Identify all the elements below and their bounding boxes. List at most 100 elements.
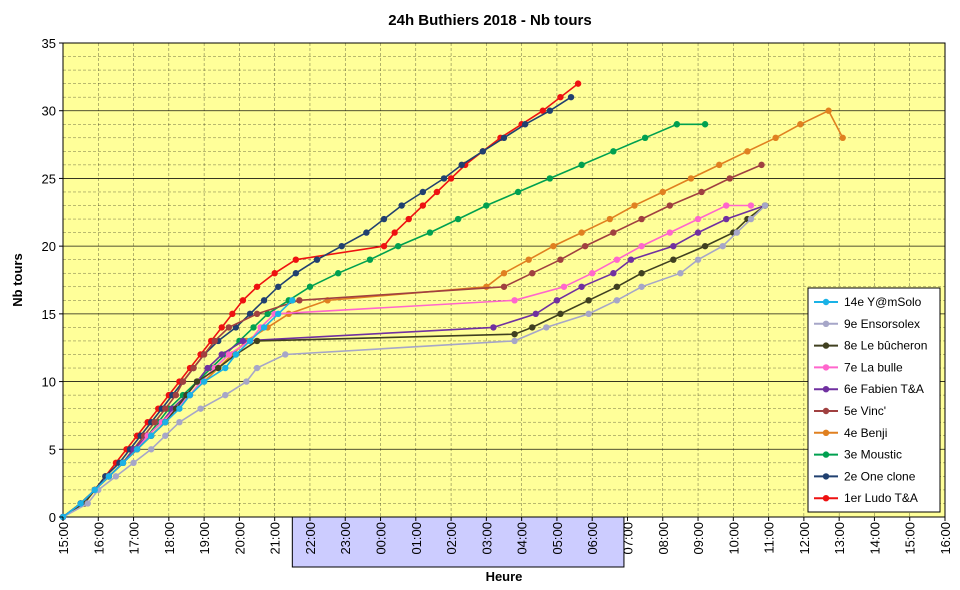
data-point — [275, 310, 282, 318]
data-point — [260, 297, 268, 304]
data-point — [716, 161, 723, 169]
data-point — [91, 486, 98, 494]
night-band — [291, 516, 625, 568]
data-point — [578, 229, 585, 236]
legend-label: 3e Moustic — [844, 448, 902, 462]
x-tick-label: 00:00 — [374, 522, 389, 555]
data-point — [447, 175, 455, 182]
data-point — [673, 121, 681, 128]
data-point — [567, 93, 575, 101]
data-point — [239, 337, 247, 345]
data-point — [539, 107, 547, 114]
data-point — [253, 283, 261, 290]
legend-marker — [822, 342, 830, 349]
data-point — [723, 215, 730, 223]
data-point — [229, 310, 236, 318]
data-point — [500, 283, 508, 290]
data-point — [761, 202, 769, 209]
data-point — [638, 270, 645, 277]
y-tick-label: 30 — [42, 104, 56, 119]
x-tick-label: 02:00 — [444, 522, 459, 555]
data-point — [606, 215, 614, 223]
data-point — [296, 297, 303, 304]
legend-label: 2e One clone — [844, 469, 916, 483]
data-point — [112, 473, 120, 480]
data-point — [200, 351, 208, 358]
data-point — [394, 242, 402, 250]
data-point — [490, 324, 497, 331]
data-point — [557, 310, 564, 318]
legend-marker — [822, 451, 830, 458]
data-point — [557, 93, 564, 101]
data-point — [521, 121, 529, 128]
data-point — [419, 202, 427, 209]
x-tick-label: 18:00 — [162, 522, 177, 555]
data-point — [613, 297, 621, 304]
x-tick-label: 03:00 — [479, 522, 494, 555]
x-tick-label: 12:00 — [797, 522, 812, 555]
legend-label: 14e Y@mSolo — [844, 295, 922, 309]
data-point — [500, 270, 508, 277]
plot-area — [62, 42, 946, 518]
data-point — [546, 107, 554, 114]
legend-label: 5e Vinc' — [844, 404, 886, 418]
data-point — [687, 175, 695, 182]
y-tick-label: 10 — [42, 375, 56, 390]
data-point — [289, 297, 296, 304]
data-point — [148, 432, 155, 439]
data-point — [380, 242, 388, 250]
data-point — [532, 310, 539, 318]
data-point — [440, 175, 448, 182]
legend-marker — [822, 473, 830, 480]
y-tick-label: 15 — [42, 307, 56, 322]
x-tick-label: 17:00 — [127, 522, 142, 555]
data-point — [200, 378, 208, 385]
x-tick-label: 08:00 — [656, 522, 671, 555]
data-point — [148, 446, 155, 453]
legend-marker — [822, 320, 830, 327]
data-point — [391, 229, 398, 236]
data-point — [380, 215, 388, 223]
data-point — [694, 215, 702, 223]
data-point — [405, 215, 412, 223]
data-point — [218, 351, 225, 358]
data-point — [193, 378, 201, 385]
data-point — [260, 324, 268, 331]
y-tick-label: 0 — [49, 510, 56, 525]
data-point — [215, 364, 222, 372]
data-point — [677, 270, 684, 277]
data-point — [638, 283, 645, 290]
data-point — [560, 283, 568, 290]
x-tick-label: 04:00 — [515, 522, 530, 555]
data-point — [133, 446, 141, 453]
data-point — [253, 364, 261, 372]
data-point — [186, 391, 194, 399]
series-group — [59, 80, 846, 521]
data-point — [162, 432, 169, 439]
data-point — [271, 270, 278, 277]
x-tick-label: 13:00 — [832, 522, 847, 555]
data-point — [701, 242, 709, 250]
legend-label: 4e Benji — [844, 426, 887, 440]
data-point — [839, 134, 846, 141]
data-point — [176, 419, 183, 426]
data-point — [77, 500, 84, 507]
chart-title: 24h Buthiers 2018 - Nb tours — [388, 12, 591, 29]
data-point — [338, 242, 345, 250]
data-point — [211, 337, 218, 345]
legend-label: 7e La bulle — [844, 360, 903, 374]
data-point — [243, 378, 250, 385]
data-point — [758, 161, 765, 169]
data-point — [419, 188, 427, 196]
data-point — [825, 107, 832, 114]
x-tick-label: 22:00 — [303, 522, 318, 555]
data-point — [726, 175, 733, 182]
x-axis-label: Heure — [486, 569, 523, 584]
x-tick-label: 06:00 — [585, 522, 600, 555]
data-point — [179, 378, 187, 385]
data-point — [610, 148, 617, 155]
grid — [63, 43, 945, 517]
data-point — [694, 256, 702, 263]
data-point — [747, 202, 755, 209]
data-point — [334, 270, 342, 277]
